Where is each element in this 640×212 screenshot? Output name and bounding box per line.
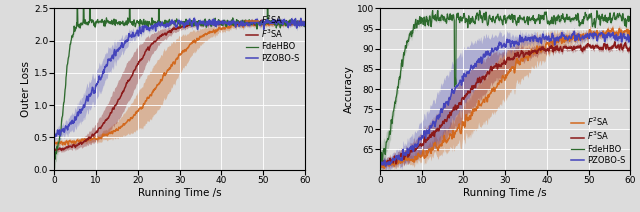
PZOBO-S [536,36,543,39]
PZOBO-S [376,165,384,167]
Line: $F^2$SA: $F^2$SA [54,21,305,145]
$F^2$SA [196,35,204,38]
$F^2$SA [392,161,399,164]
Line: FdeHBO: FdeHBO [54,0,305,159]
FdeHBO [267,20,275,23]
FdeHBO [241,22,249,25]
FdeHBO [377,162,385,164]
FdeHBO [376,158,384,160]
$F^3$SA [51,149,58,152]
FdeHBO [627,18,634,21]
$F^2$SA [376,163,384,166]
FdeHBO [522,20,530,22]
$F^2$SA [241,22,248,25]
PZOBO-S [566,37,574,39]
PZOBO-S [392,157,399,159]
PZOBO-S [627,35,634,37]
$F^3$SA [522,53,529,56]
FdeHBO [211,24,218,26]
Line: $F^3$SA: $F^3$SA [380,42,630,165]
$F^3$SA [392,160,399,163]
FdeHBO [196,21,204,23]
PZOBO-S [51,136,58,138]
$F^2$SA [301,21,308,24]
PZOBO-S [593,33,600,35]
$F^3$SA [376,162,384,165]
$F^2$SA [522,56,529,59]
PZOBO-S [529,37,536,39]
FdeHBO [66,43,74,46]
FdeHBO [301,20,308,23]
$F^3$SA [611,40,619,43]
$F^2$SA [211,31,218,33]
$F^2$SA [203,33,211,36]
$F^2$SA [51,141,58,144]
Legend: $F^2$SA, $F^3$SA, FdeHBO, PZOBO-S: $F^2$SA, $F^3$SA, FdeHBO, PZOBO-S [243,11,302,65]
$F^2$SA [566,36,574,38]
$F^3$SA [211,22,218,25]
PZOBO-S [51,134,58,137]
PZOBO-S [522,35,529,38]
$F^3$SA [536,48,543,51]
PZOBO-S [204,23,211,25]
FdeHBO [529,17,536,19]
$F^3$SA [382,164,390,167]
$F^2$SA [266,22,274,25]
$F^3$SA [196,23,204,25]
$F^2$SA [592,31,600,34]
Y-axis label: Outer Loss: Outer Loss [21,61,31,117]
$F^3$SA [241,20,248,22]
$F^2$SA [66,140,74,142]
$F^3$SA [66,145,74,148]
$F^2$SA [609,27,616,29]
Line: PZOBO-S: PZOBO-S [54,18,305,137]
$F^2$SA [381,167,388,170]
$F^3$SA [627,45,634,48]
$F^3$SA [592,45,600,47]
Line: $F^3$SA: $F^3$SA [54,20,305,151]
FdeHBO [392,101,399,103]
Legend: $F^2$SA, $F^3$SA, FdeHBO, PZOBO-S: $F^2$SA, $F^3$SA, FdeHBO, PZOBO-S [569,113,628,167]
FdeHBO [476,9,483,12]
PZOBO-S [376,165,384,168]
$F^2$SA [59,144,67,146]
PZOBO-S [267,21,275,24]
PZOBO-S [190,17,198,20]
$F^2$SA [529,51,536,53]
PZOBO-S [66,123,74,125]
Line: PZOBO-S: PZOBO-S [380,31,630,166]
FdeHBO [566,20,574,23]
$F^3$SA [301,21,308,24]
$F^3$SA [529,49,536,52]
FdeHBO [204,21,211,23]
FdeHBO [536,19,544,22]
FdeHBO [593,17,600,20]
FdeHBO [51,158,59,160]
$F^3$SA [566,46,574,49]
$F^3$SA [203,24,211,26]
$F^3$SA [51,149,58,151]
$F^2$SA [274,20,282,22]
Line: FdeHBO: FdeHBO [380,10,630,163]
X-axis label: Running Time /s: Running Time /s [463,188,547,198]
PZOBO-S [241,22,249,25]
$F^2$SA [627,29,634,32]
X-axis label: Running Time /s: Running Time /s [138,188,221,198]
$F^3$SA [248,19,256,22]
FdeHBO [51,154,58,157]
Line: $F^2$SA: $F^2$SA [380,28,630,168]
$F^2$SA [536,45,543,48]
PZOBO-S [196,22,204,25]
$F^3$SA [267,21,275,24]
PZOBO-S [211,22,218,24]
PZOBO-S [570,30,578,33]
Y-axis label: Accuracy: Accuracy [344,65,354,113]
PZOBO-S [301,21,308,23]
